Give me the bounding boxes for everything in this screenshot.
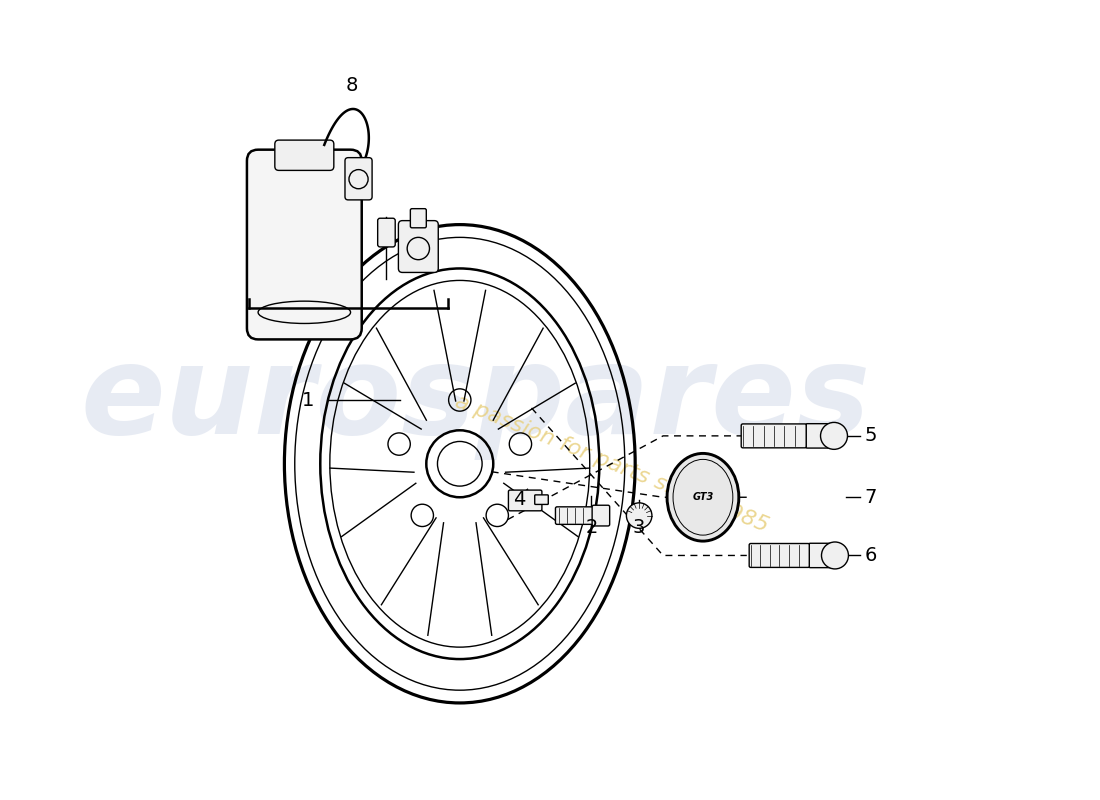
Text: 4: 4 xyxy=(514,490,526,509)
Circle shape xyxy=(626,503,652,528)
Text: 8: 8 xyxy=(346,75,359,94)
FancyBboxPatch shape xyxy=(535,495,548,505)
Text: 7: 7 xyxy=(865,488,877,506)
FancyBboxPatch shape xyxy=(508,490,542,511)
Circle shape xyxy=(821,422,847,450)
Text: 1: 1 xyxy=(302,390,315,410)
FancyBboxPatch shape xyxy=(810,543,832,568)
FancyBboxPatch shape xyxy=(592,506,609,526)
Text: eurospares: eurospares xyxy=(80,339,871,461)
FancyBboxPatch shape xyxy=(345,158,372,200)
Text: 5: 5 xyxy=(865,426,877,446)
FancyBboxPatch shape xyxy=(410,209,427,228)
Circle shape xyxy=(822,542,848,569)
Ellipse shape xyxy=(673,459,733,535)
FancyBboxPatch shape xyxy=(806,424,830,448)
Text: 2: 2 xyxy=(585,518,597,537)
FancyBboxPatch shape xyxy=(275,140,333,170)
FancyBboxPatch shape xyxy=(246,150,362,339)
Text: a passion for parts since 1985: a passion for parts since 1985 xyxy=(452,391,771,536)
FancyBboxPatch shape xyxy=(741,424,806,448)
Text: 6: 6 xyxy=(865,546,877,565)
Ellipse shape xyxy=(667,454,739,541)
FancyBboxPatch shape xyxy=(749,543,810,567)
FancyBboxPatch shape xyxy=(556,507,597,524)
FancyBboxPatch shape xyxy=(377,218,395,247)
Text: GT3: GT3 xyxy=(692,492,714,502)
Text: 3: 3 xyxy=(632,518,646,537)
FancyBboxPatch shape xyxy=(398,221,438,273)
